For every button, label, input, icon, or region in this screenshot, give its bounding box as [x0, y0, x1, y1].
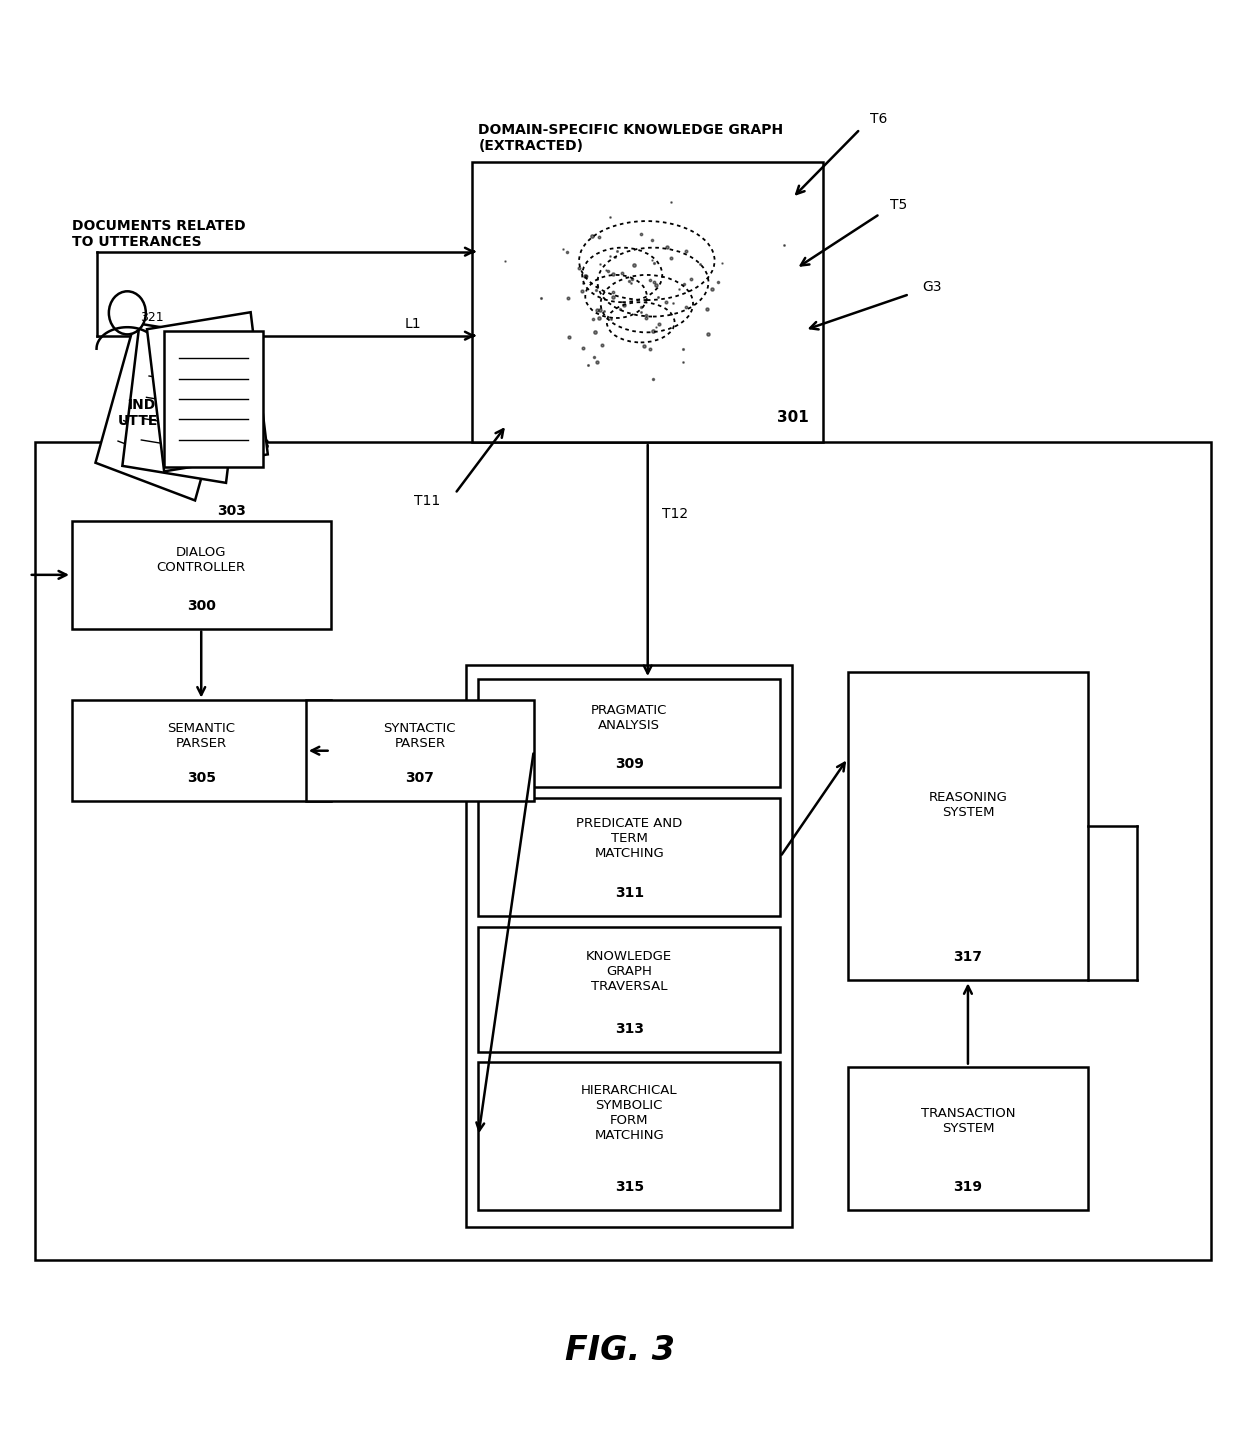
Text: HIERARCHICAL
SYMBOLIC
FORM
MATCHING: HIERARCHICAL SYMBOLIC FORM MATCHING: [580, 1084, 677, 1142]
FancyBboxPatch shape: [35, 442, 1211, 1261]
Polygon shape: [164, 331, 263, 468]
Polygon shape: [123, 323, 243, 482]
FancyBboxPatch shape: [848, 671, 1087, 980]
Polygon shape: [148, 312, 268, 471]
FancyBboxPatch shape: [479, 1063, 780, 1210]
Text: PREDICATE AND
TERM
MATCHING: PREDICATE AND TERM MATCHING: [577, 817, 682, 859]
Text: 321: 321: [140, 310, 164, 323]
Text: TRANSACTION
SYSTEM: TRANSACTION SYSTEM: [920, 1108, 1016, 1135]
Text: T11: T11: [414, 494, 440, 508]
Text: PRAGMATIC
ANALYSIS: PRAGMATIC ANALYSIS: [591, 705, 667, 732]
Text: 313: 313: [615, 1022, 644, 1037]
Text: T5: T5: [890, 198, 906, 212]
Text: KNOWLEDGE
GRAPH
TRAVERSAL: KNOWLEDGE GRAPH TRAVERSAL: [587, 950, 672, 992]
Text: 303: 303: [217, 504, 247, 518]
Text: T12: T12: [662, 507, 688, 521]
Text: 311: 311: [615, 885, 644, 900]
Polygon shape: [95, 326, 233, 501]
Text: G3: G3: [921, 280, 941, 295]
FancyBboxPatch shape: [479, 679, 780, 787]
Text: 309: 309: [615, 757, 644, 771]
Text: 305: 305: [187, 771, 216, 786]
FancyBboxPatch shape: [479, 927, 780, 1053]
Text: 317: 317: [954, 950, 982, 965]
Text: 323: 323: [241, 438, 269, 452]
Text: L1: L1: [404, 318, 422, 331]
Text: 319: 319: [954, 1180, 982, 1194]
Text: DIALOG
CONTROLLER: DIALOG CONTROLLER: [156, 546, 246, 575]
Text: 315: 315: [615, 1180, 644, 1194]
Text: DOMAIN-SPECIFIC KNOWLEDGE GRAPH
(EXTRACTED): DOMAIN-SPECIFIC KNOWLEDGE GRAPH (EXTRACT…: [479, 123, 784, 153]
Text: REASONING
SYSTEM: REASONING SYSTEM: [929, 790, 1007, 819]
Text: SYNTACTIC
PARSER: SYNTACTIC PARSER: [383, 722, 456, 751]
FancyBboxPatch shape: [848, 1067, 1087, 1210]
FancyBboxPatch shape: [479, 799, 780, 915]
FancyBboxPatch shape: [72, 700, 331, 801]
Text: FIG. 3: FIG. 3: [565, 1334, 675, 1367]
Text: 301: 301: [776, 410, 808, 425]
FancyBboxPatch shape: [72, 521, 331, 628]
FancyBboxPatch shape: [306, 700, 533, 801]
Text: 307: 307: [405, 771, 434, 786]
FancyBboxPatch shape: [472, 162, 823, 442]
Text: INDIRECT
UTTERANCE: INDIRECT UTTERANCE: [118, 399, 211, 429]
FancyBboxPatch shape: [466, 664, 792, 1227]
Text: 300: 300: [187, 599, 216, 612]
Circle shape: [109, 292, 146, 335]
Text: T6: T6: [870, 113, 888, 126]
Text: DOCUMENTS RELATED
TO UTTERANCES: DOCUMENTS RELATED TO UTTERANCES: [72, 219, 246, 248]
Text: SEMANTIC
PARSER: SEMANTIC PARSER: [167, 722, 236, 751]
